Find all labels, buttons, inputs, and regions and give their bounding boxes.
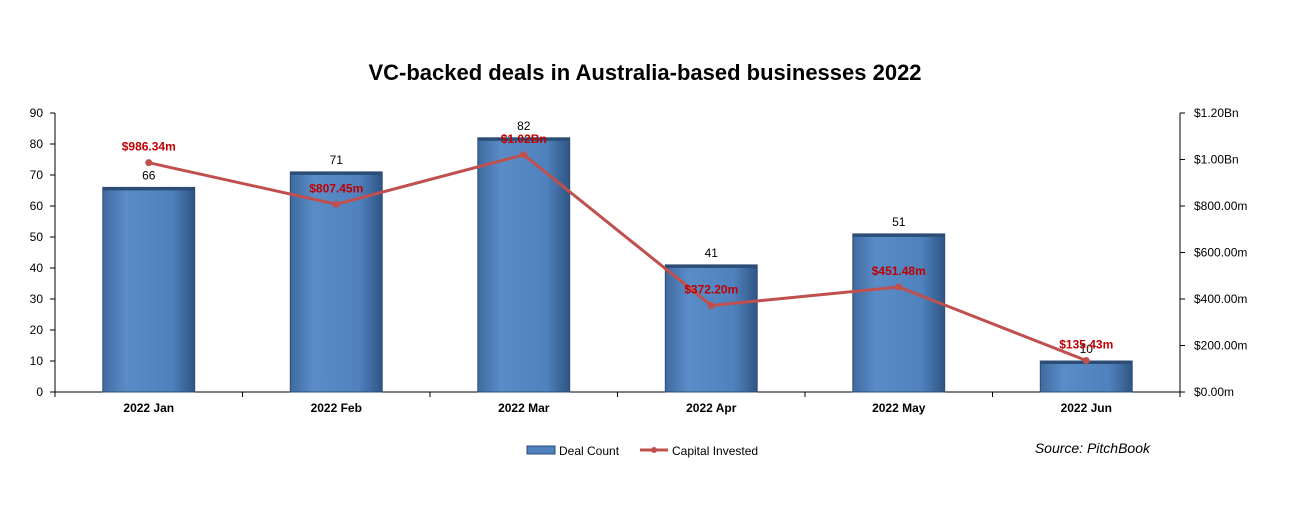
axes: 0 10 20 30 40 50 60 70 80 90 $0.00m $200.00m $400.00… — [30, 106, 1248, 399]
line-point — [707, 301, 715, 309]
bar-data-label: 71 — [330, 153, 344, 167]
y-right-tick-label: $200.00m — [1194, 339, 1247, 353]
y-right-tick-label: $600.00m — [1194, 246, 1247, 260]
line-data-label: $986.34m — [122, 140, 176, 154]
y-right-tick-label: $1.20Bn — [1194, 106, 1239, 120]
y-right-tick-label: $1.00Bn — [1194, 153, 1239, 167]
x-category-label: 2022 Mar — [498, 401, 550, 415]
y-left-tick-label: 10 — [30, 354, 44, 368]
category-labels: 2022 Jan 2022 Feb 2022 Mar 2022 Apr 2022 May… — [123, 401, 1112, 415]
line-point — [332, 200, 340, 208]
line-capital-invested — [148, 153, 1087, 362]
line-point — [145, 159, 153, 167]
bar-data-label: 10 — [1080, 342, 1094, 356]
bar-deal-count — [664, 264, 758, 393]
line-data-label: $807.45m — [309, 181, 363, 195]
y-left-tick-label: 50 — [30, 230, 44, 244]
y-left-tick-label: 30 — [30, 292, 44, 306]
legend-swatch-deal-count — [526, 445, 556, 455]
y-left-tick-label: 0 — [36, 385, 43, 399]
y-left-tick-label: 90 — [30, 106, 44, 120]
line-labels: $986.34m $807.45m $1.02Bn $372.20m $451.48m $… — [122, 132, 1114, 352]
bars — [102, 137, 1133, 393]
line-point — [1082, 357, 1090, 365]
x-category-label: 2022 Feb — [311, 401, 362, 415]
x-category-label: 2022 Apr — [686, 401, 737, 415]
bar-top-edge — [665, 264, 758, 268]
y-right-tick-label: $0.00m — [1194, 385, 1234, 399]
line-point — [520, 151, 528, 159]
line-point — [895, 283, 903, 291]
line-data-label: $135.43m — [1059, 338, 1113, 352]
bar-deal-count — [477, 137, 571, 393]
bar-deal-count — [289, 171, 383, 393]
line-data-label: $372.20m — [684, 282, 738, 296]
bar-deal-count — [102, 186, 196, 393]
line-data-label: $451.48m — [872, 264, 926, 278]
y-left-tick-label: 20 — [30, 323, 44, 337]
bar-top-edge — [102, 187, 195, 191]
bar-deal-count — [1039, 360, 1133, 393]
y-left-tick-label: 40 — [30, 261, 44, 275]
y-right-tick-label: $800.00m — [1194, 199, 1247, 213]
y-left-tick-label: 60 — [30, 199, 44, 213]
legend-marker-capital-invested — [651, 447, 657, 453]
bar-data-label: 66 — [142, 168, 156, 182]
legend-label-deal-count: Deal Count — [559, 444, 620, 458]
bar-data-label: 41 — [705, 246, 719, 260]
x-category-label: 2022 May — [872, 401, 926, 415]
legend: Deal Count Capital Invested — [526, 444, 758, 458]
line-data-label: $1.02Bn — [501, 132, 547, 146]
chart-title: VC-backed deals in Australia-based busin… — [368, 60, 921, 85]
bar-top-edge — [477, 137, 570, 141]
y-left-tick-label: 70 — [30, 168, 44, 182]
bar-top-edge — [852, 233, 945, 237]
x-category-label: 2022 Jun — [1061, 401, 1112, 415]
bar-labels: 66 71 82 41 51 10 — [142, 119, 1093, 356]
source-note: Source: PitchBook — [1035, 440, 1151, 456]
bar-deal-count — [852, 233, 946, 393]
capital-line — [145, 151, 1090, 365]
bar-data-label: 82 — [517, 119, 531, 133]
bar-top-edge — [290, 171, 383, 175]
legend-label-capital-invested: Capital Invested — [672, 444, 758, 458]
x-category-label: 2022 Jan — [123, 401, 174, 415]
y-left-tick-label: 80 — [30, 137, 44, 151]
bar-data-label: 51 — [892, 215, 906, 229]
y-right-tick-label: $400.00m — [1194, 292, 1247, 306]
